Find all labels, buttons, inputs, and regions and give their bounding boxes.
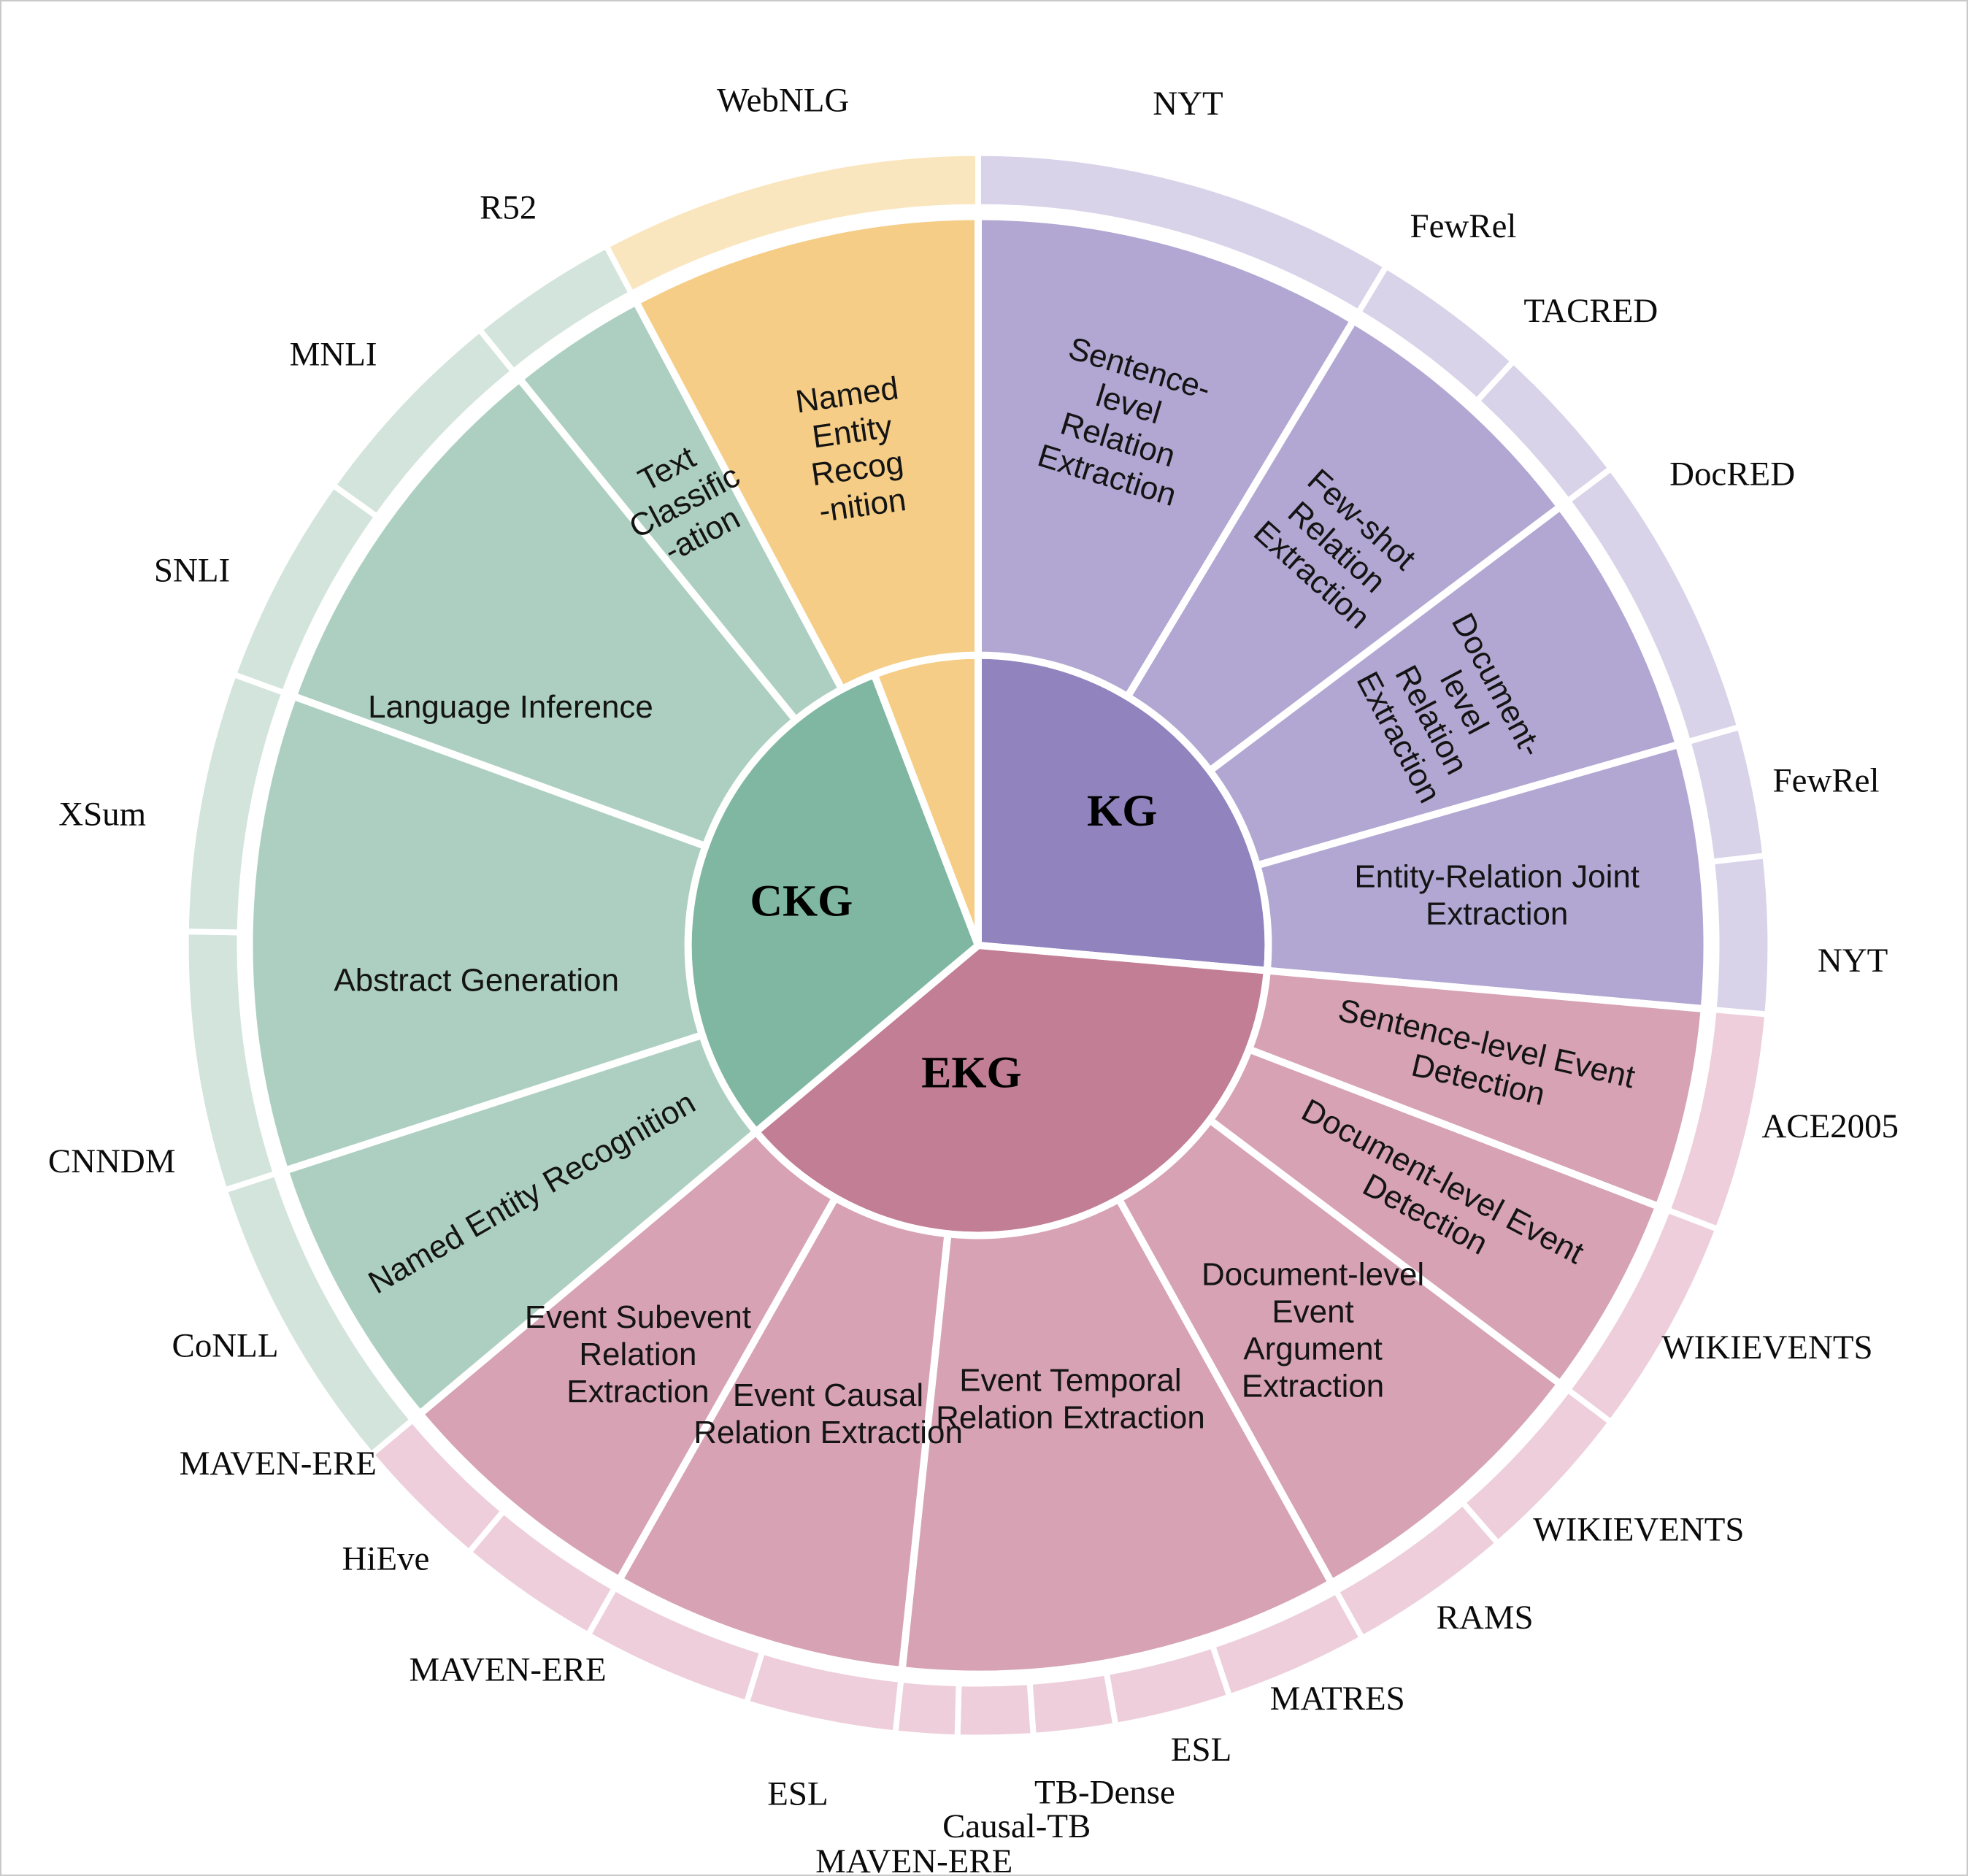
task-wedge: [615, 1193, 952, 1675]
dataset-label: MATRES: [1270, 1680, 1405, 1718]
dataset-segment: [892, 1677, 962, 1741]
dataset-segment: [1709, 853, 1774, 1018]
task-label: Event Causal Relation Extraction: [693, 1377, 963, 1450]
task-wedge: [1253, 740, 1711, 1013]
dataset-label: HiEve: [342, 1539, 430, 1577]
dataset-label: ESL: [1171, 1731, 1231, 1769]
task-wedge: [898, 1195, 1336, 1678]
dataset-label: CNNDM: [48, 1142, 176, 1180]
dataset-label: ESL: [767, 1775, 828, 1812]
category-label-ckg: CKG: [750, 877, 853, 926]
dataset-segment: [954, 1679, 1037, 1741]
task-wedge: [289, 375, 799, 850]
dataset-label: CoNLL: [172, 1327, 279, 1365]
dataset-label: TACRED: [1523, 292, 1658, 330]
task-wedge: [632, 212, 983, 693]
dataset-label: WIKIEVENTS: [1661, 1329, 1872, 1366]
task-label: Abstract Generation: [334, 963, 619, 999]
dataset-label: MNLI: [290, 336, 377, 374]
dataset-label: FewRel: [1410, 207, 1516, 245]
category-label-ekg: EKG: [921, 1048, 1022, 1098]
dataset-label: MAVEN-ERE: [409, 1650, 606, 1688]
dataset-label: FewRel: [1773, 761, 1880, 799]
dataset-segment: [603, 150, 982, 296]
dataset-label: NYT: [1153, 85, 1223, 123]
dataset-label: TB-Dense: [1034, 1773, 1175, 1811]
task-label: Language Inference: [368, 689, 653, 725]
dataset-segment: [1026, 1669, 1119, 1739]
task-label: Event Subevent Relation Extraction: [525, 1299, 751, 1410]
dataset-label: DocRED: [1669, 455, 1795, 493]
dataset-label: XSum: [58, 796, 146, 834]
dataset-label: MAVEN-ERE: [180, 1445, 377, 1483]
category-label-kg: KG: [1087, 786, 1157, 836]
dataset-label: Causal-TB: [942, 1807, 1091, 1845]
dataset-label: RAMS: [1437, 1599, 1534, 1637]
task-wedge: [975, 212, 1358, 701]
dataset-label: NYT: [1818, 942, 1888, 980]
task-label: Event Temporal Relation Extraction: [936, 1362, 1205, 1435]
task-wedge: [245, 692, 710, 1175]
task-label: Entity-Relation Joint Extraction: [1354, 859, 1640, 932]
dataset-label: WebNLG: [717, 81, 849, 119]
task-wedge: [1115, 1116, 1564, 1587]
dataset-label: ACE2005: [1761, 1107, 1899, 1145]
task-wedge: [281, 1031, 760, 1418]
task-wedge: [1123, 317, 1564, 774]
dataset-label: WIKIEVENTS: [1533, 1511, 1744, 1549]
dataset-label: MAVEN-ERE: [815, 1842, 1012, 1875]
dataset-label: SNLI: [154, 551, 230, 589]
task-label: Document-level Event Argument Extraction: [1202, 1257, 1424, 1404]
dataset-label: R52: [480, 189, 537, 227]
task-wedge: [416, 1128, 839, 1584]
